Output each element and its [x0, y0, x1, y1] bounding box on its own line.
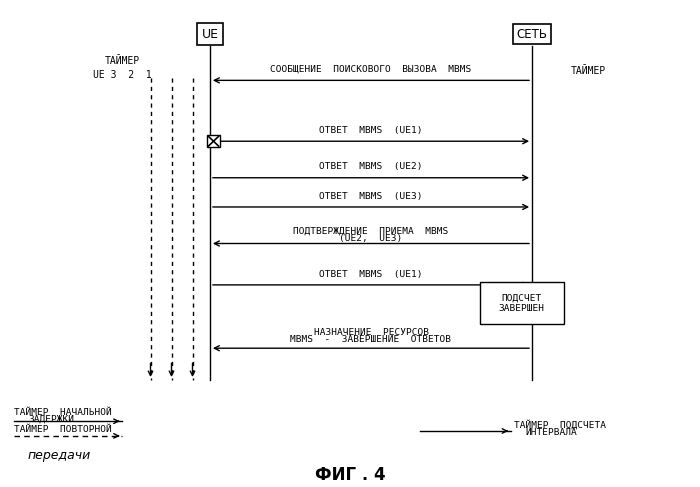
Text: НАЗНАЧЕНИЕ  РЕСУРСОВ: НАЗНАЧЕНИЕ РЕСУРСОВ: [314, 329, 428, 337]
Text: передачи: передачи: [28, 449, 91, 462]
Text: СООБЩЕНИЕ  ПОИСКОВОГО  ВЫЗОВА  MBMS: СООБЩЕНИЕ ПОИСКОВОГО ВЫЗОВА MBMS: [270, 65, 472, 74]
Text: ТАЙМЕР  НАЧАЛЬНОЙ: ТАЙМЕР НАЧАЛЬНОЙ: [14, 408, 112, 417]
Text: ТАЙМЕР  ПОВТОРНОЙ: ТАЙМЕР ПОВТОРНОЙ: [14, 425, 112, 434]
Text: ОТВЕТ  MBMS  (UE3): ОТВЕТ MBMS (UE3): [319, 192, 423, 201]
Text: ПОДСЧЕТ
ЗАВЕРШЕН: ПОДСЧЕТ ЗАВЕРШЕН: [498, 294, 545, 313]
Text: ТАЙМЕР: ТАЙМЕР: [105, 56, 140, 66]
Bar: [207, 135, 220, 148]
Text: MBMS  -  ЗАВЕРШЕНИЕ  ОТВЕТОВ: MBMS - ЗАВЕРШЕНИЕ ОТВЕТОВ: [290, 336, 452, 344]
Text: ТАЙМЕР  ПОДСЧЕТА: ТАЙМЕР ПОДСЧЕТА: [514, 420, 606, 430]
Text: (UE2,  UE3): (UE2, UE3): [340, 234, 402, 243]
Text: ОТВЕТ  MBMS  (UE1): ОТВЕТ MBMS (UE1): [319, 270, 423, 279]
Text: ФИГ . 4: ФИГ . 4: [315, 466, 385, 484]
Text: ЗАДЕРЖКИ: ЗАДЕРЖКИ: [28, 415, 74, 424]
Bar: [480, 282, 564, 324]
Text: UE: UE: [202, 28, 218, 40]
Text: ТАЙМЕР: ТАЙМЕР: [570, 66, 606, 75]
Text: ПОДТВЕРЖДЕНИЕ  ПРИЕМА  MBMS: ПОДТВЕРЖДЕНИЕ ПРИЕМА MBMS: [293, 227, 449, 236]
Text: ОТВЕТ  MBMS  (UE1): ОТВЕТ MBMS (UE1): [319, 126, 423, 135]
Text: ОТВЕТ  MBMS  (UE2): ОТВЕТ MBMS (UE2): [319, 163, 423, 171]
Text: СЕТЬ: СЕТЬ: [517, 28, 547, 40]
Text: UE 3  2  1: UE 3 2 1: [93, 71, 152, 80]
Text: ИНТЕРВАЛА: ИНТЕРВАЛА: [525, 429, 577, 437]
